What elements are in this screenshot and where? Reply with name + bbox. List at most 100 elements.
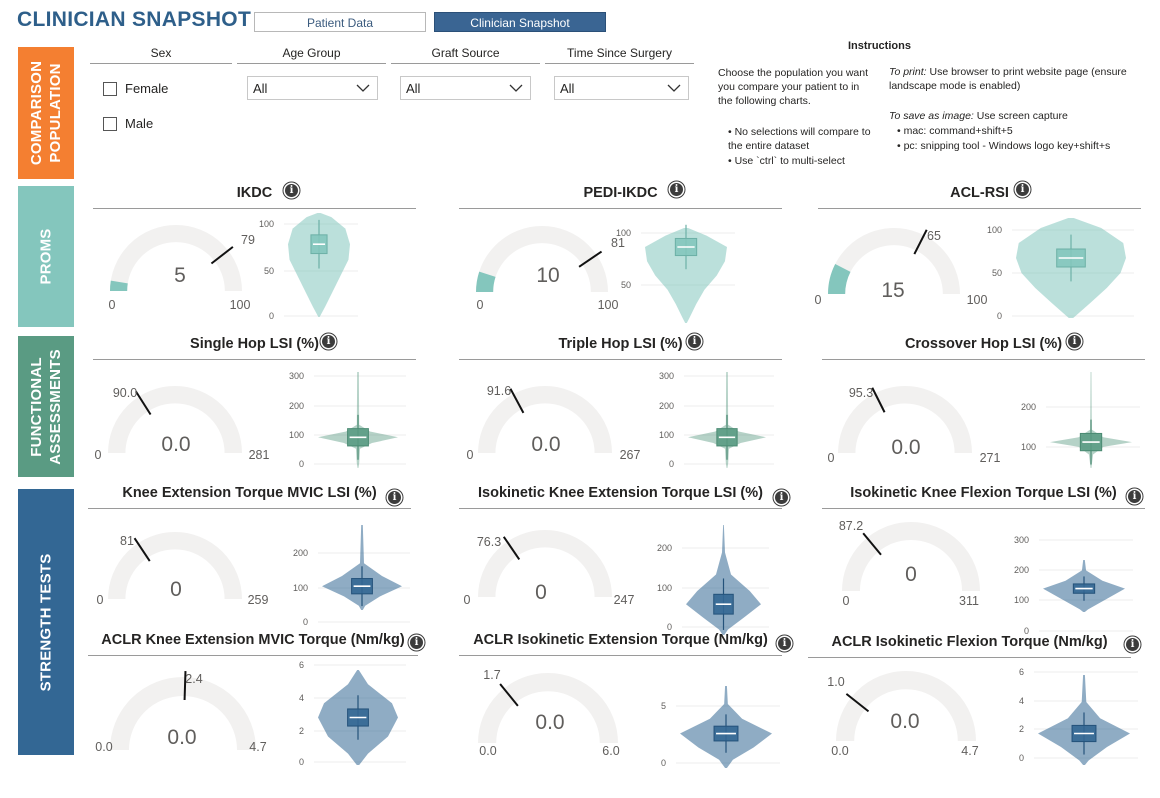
gauge-target-label: 65	[927, 229, 941, 243]
violin-tick-label: 0	[299, 459, 304, 469]
print-label: To print:	[889, 66, 927, 78]
gauge-min-label: 0	[815, 293, 822, 307]
gauge-max-label: 267	[620, 448, 641, 462]
gauge	[842, 522, 980, 592]
sex-option-female[interactable]: Female	[103, 81, 168, 96]
age-group-dropdown[interactable]: All	[247, 76, 378, 100]
gauge-target-marker	[499, 683, 519, 707]
gauge-min-label: 0	[95, 448, 102, 462]
info-icon[interactable]: i	[778, 637, 791, 650]
violin-tick-label: 4	[1019, 696, 1024, 706]
panel-title: Single Hop LSI (%)	[93, 336, 416, 360]
violin-tick-label: 2	[1019, 724, 1024, 734]
panel-title: ACLR Isokinetic Extension Torque (Nm/kg)	[459, 632, 782, 656]
gauge-value: 0.0	[891, 436, 920, 459]
gauge-track	[478, 673, 618, 744]
instructions-bullet-text: Use `ctrl` to multi-select	[734, 155, 845, 167]
page-title: CLINICIAN SNAPSHOT	[17, 8, 252, 31]
violin-tick-label: 4	[299, 693, 304, 703]
time-since-surgery-dropdown[interactable]: All	[554, 76, 689, 100]
violin-tick-label: 0	[669, 459, 674, 469]
gauge-target-marker	[183, 671, 187, 701]
gauge	[838, 386, 972, 454]
info-icon[interactable]: i	[388, 491, 401, 504]
graft-source-dropdown[interactable]: All	[400, 76, 531, 100]
instructions-save: To save as image: Use screen capture	[889, 109, 1129, 123]
male-checkbox[interactable]	[103, 116, 117, 131]
gauge-track	[838, 386, 972, 454]
violin-tick-label: 200	[657, 543, 672, 553]
violin-tick-label: 100	[659, 430, 674, 440]
info-icon[interactable]: i	[322, 335, 335, 348]
violin-tick-label: 50	[992, 268, 1002, 278]
print-text: Use browser to print website page (ensur…	[889, 66, 1127, 92]
gauge-value: 5	[174, 264, 186, 287]
gauge-target-marker	[845, 693, 870, 713]
violin-tick-label: 0	[1019, 753, 1024, 763]
tab-patient-data[interactable]: Patient Data	[254, 12, 426, 32]
age-group-value: All	[253, 81, 268, 96]
gauge-track	[110, 225, 242, 292]
gauge-target-label: 90.0	[113, 386, 137, 400]
gauge-track	[110, 677, 256, 751]
instructions-bullet: • Use `ctrl` to multi-select	[728, 155, 845, 167]
male-label: Male	[125, 116, 154, 131]
info-icon[interactable]: i	[410, 636, 423, 649]
violin-tick-label: 0	[303, 617, 308, 627]
gauge-target-marker	[135, 390, 152, 416]
gauge-track	[842, 522, 980, 592]
gauge	[478, 530, 612, 598]
female-checkbox[interactable]	[103, 81, 117, 96]
panel-title: Isokinetic Knee Flexion Torque LSI (%)	[822, 485, 1145, 509]
gauge-min-label: 0	[467, 448, 474, 462]
violin-tick-label: 200	[289, 401, 304, 411]
gauge-value: 0	[905, 563, 917, 586]
save-bullet-text: pc: snipping tool - Windows logo key+shi…	[903, 140, 1111, 152]
filter-age-group-header: Age Group	[237, 46, 386, 64]
section-strength-tests: STRENGTH TESTS	[18, 489, 74, 755]
gauge-fill	[828, 264, 851, 295]
violin-tick-label: 0	[299, 757, 304, 767]
info-icon[interactable]: i	[1128, 490, 1141, 503]
gauge-max-label: 100	[967, 293, 988, 307]
gauge-track	[108, 532, 242, 600]
tab-clinician-snapshot[interactable]: Clinician Snapshot	[434, 12, 606, 32]
gauge-target-marker	[509, 388, 525, 414]
gauge-target-marker	[862, 532, 882, 556]
gauge	[108, 532, 242, 600]
panel-title: ACLR Isokinetic Flexion Torque (Nm/kg)	[808, 634, 1131, 658]
info-icon[interactable]: i	[775, 491, 788, 504]
gauge-target-marker	[133, 537, 151, 562]
violin-tick-label: 100	[987, 225, 1002, 235]
chevron-down-icon	[509, 84, 523, 92]
gauge-value: 0	[170, 578, 182, 601]
gauge-target-label: 76.3	[477, 535, 501, 549]
gauge-value: 0.0	[161, 433, 190, 456]
gauge-value: 0.0	[531, 433, 560, 456]
gauge-min-label: 0.0	[479, 744, 496, 758]
violin-tick-label: 200	[659, 401, 674, 411]
gauge-target-label: 95.3	[849, 386, 873, 400]
info-icon[interactable]: i	[670, 183, 683, 196]
info-icon[interactable]: i	[688, 335, 701, 348]
info-icon[interactable]: i	[1126, 638, 1139, 651]
info-icon[interactable]: i	[1068, 335, 1081, 348]
gauge	[478, 673, 618, 744]
gauge-target-marker	[502, 536, 521, 560]
gauge-max-label: 271	[980, 451, 1001, 465]
gauge-target-marker	[578, 250, 603, 268]
panel-title: Knee Extension Torque MVIC LSI (%)	[88, 485, 411, 509]
gauge-value: 0.0	[890, 710, 919, 733]
info-icon[interactable]: i	[285, 184, 298, 197]
panel-title: IKDC	[93, 185, 416, 209]
gauge	[836, 671, 976, 742]
info-icon[interactable]: i	[1016, 183, 1029, 196]
gauge	[110, 671, 256, 751]
gauge-fill	[110, 280, 128, 292]
gauge-target-label: 91.6	[487, 384, 511, 398]
sex-option-male[interactable]: Male	[103, 116, 153, 131]
gauge-value: 10	[536, 264, 559, 287]
panel-title: Triple Hop LSI (%)	[459, 336, 782, 360]
gauge-value: 0	[535, 581, 547, 604]
filter-time-since-surgery-header: Time Since Surgery	[545, 46, 694, 64]
